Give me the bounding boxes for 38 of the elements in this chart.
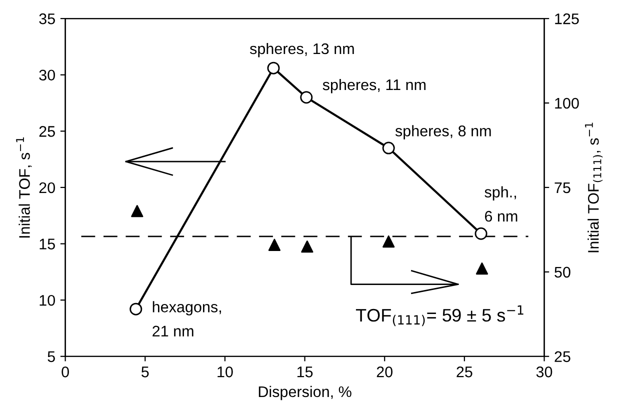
y-tick-label: 15 bbox=[40, 238, 55, 250]
y-axis-title: Initial TOF, s$^{−1}$ bbox=[16, 137, 32, 238]
y-tick-label: 5 bbox=[48, 351, 55, 362]
point bbox=[131, 205, 144, 218]
point bbox=[267, 62, 280, 74]
x-tick-label: 5 bbox=[141, 366, 149, 378]
annotation: spheres, 11 nm bbox=[322, 78, 426, 94]
y2-tick-label: 50 bbox=[554, 266, 570, 278]
point bbox=[300, 91, 313, 104]
x-tick-label: 25 bbox=[456, 366, 472, 378]
y-tick-label: 35 bbox=[39, 13, 55, 24]
x-tick-label: 30 bbox=[536, 366, 552, 378]
y2-tick-label: 100 bbox=[555, 98, 579, 109]
point bbox=[474, 227, 488, 240]
point bbox=[476, 262, 488, 275]
x-tick-label: 10 bbox=[218, 366, 233, 378]
y-tick-label: 30 bbox=[39, 70, 55, 81]
y-tick-label: 10 bbox=[40, 294, 55, 306]
point bbox=[382, 142, 395, 154]
annotation: hexagons, 21 nm bbox=[152, 301, 221, 336]
y2-tick-label: 25 bbox=[554, 351, 570, 362]
annotation: TOF$_{(111)}$= 59 ± 5 s$^{−1}$ bbox=[356, 305, 524, 326]
x-axis-title: Dispersion, % bbox=[258, 386, 352, 400]
annotation: sph., 6 nm bbox=[484, 186, 518, 222]
y2-tick-label: 75 bbox=[554, 182, 570, 194]
x-tick-label: 15 bbox=[297, 366, 313, 378]
y2-tick-label: 125 bbox=[555, 13, 579, 24]
annotation: spheres, 8 nm bbox=[395, 125, 491, 140]
point bbox=[268, 238, 281, 251]
annotation: spheres, 13 nm bbox=[250, 42, 354, 58]
y-tick-label: 25 bbox=[39, 126, 55, 137]
y2-axis-title: Initial TOF$_{(111)}$, s$^{−1}$ bbox=[585, 122, 603, 252]
point bbox=[301, 240, 314, 253]
x-tick-label: 20 bbox=[376, 366, 393, 378]
point bbox=[130, 302, 142, 316]
x-tick-label: 0 bbox=[62, 366, 69, 378]
y-tick-label: 20 bbox=[39, 182, 55, 194]
point bbox=[382, 235, 395, 248]
